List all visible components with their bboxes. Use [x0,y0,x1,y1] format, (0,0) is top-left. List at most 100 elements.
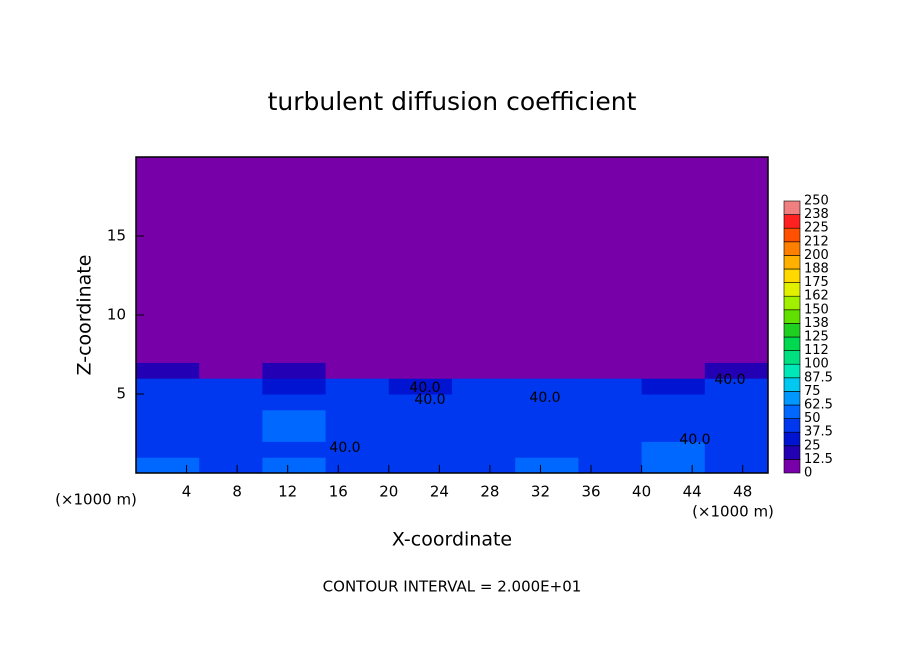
x-tick-label: 28 [480,483,499,501]
y-axis-label: Z-coordinate [74,255,96,376]
colorbar-band [783,227,801,243]
x-tick-label: 32 [531,483,550,501]
field-cell [199,394,263,411]
colorbar-label: 0 [804,466,812,481]
colorbar-label: 100 [804,357,829,372]
colorbar-band [783,350,801,365]
colorbar-label: 225 [804,221,829,236]
field-cell [452,425,516,442]
colorbar-label: 125 [804,330,829,345]
field-cell [515,441,579,458]
field-cell [199,157,263,363]
field-cell [136,457,200,474]
chart-title: turbulent diffusion coefficient [268,87,637,116]
field-cell [704,441,769,458]
field-cell [262,441,327,458]
colorbar-band [783,459,801,474]
colorbar-band [783,363,801,379]
field-cell [641,394,706,411]
field-cell [136,362,200,379]
field-cell [452,362,516,379]
x-tick-label: 4 [182,483,192,501]
colorbar-label: 25 [804,438,821,453]
field-cell [388,425,453,442]
field-cell [515,157,579,363]
field-cell [704,409,769,427]
field-cell [325,457,390,474]
field-cell [388,457,453,474]
contour-label: 40.0 [679,432,710,448]
field-cell [641,441,706,458]
contour-label: 40.0 [329,440,360,456]
field-cell [136,157,200,363]
colorbar-label: 37.5 [804,425,833,440]
x-tick-label: 8 [232,483,242,501]
field-cell [199,409,263,427]
field-cell [515,425,579,442]
field-cell [325,394,390,411]
field-cell [704,362,769,379]
field-cell [388,394,453,411]
colorbar-band [783,323,801,338]
colorbar-band [783,309,801,324]
field-cell [325,441,390,458]
x-tick-label: 16 [329,483,348,501]
colorbar-label: 212 [804,234,829,249]
colorbar-label: 162 [804,289,829,304]
colorbar-label: 250 [804,194,829,209]
field-cell [388,157,453,363]
field-cell [515,409,579,427]
colorbar-label: 75 [804,384,821,399]
field-cell [704,425,769,442]
field-cell [704,378,769,395]
field-cell [262,157,327,363]
colorbar-band [783,391,801,406]
field-cell [704,394,769,411]
field-cell [515,378,579,395]
field-cell [136,394,200,411]
colorbar-band [783,377,801,392]
field-cell [136,409,200,427]
colorbar-label: 62.5 [804,398,833,413]
field-cell [515,394,579,411]
y-tick-label: 15 [107,227,126,245]
colorbar-band [783,295,801,311]
field-cell [452,457,516,474]
colorbar-label: 138 [804,316,829,331]
colorbar-label: 87.5 [804,370,833,385]
colorbar-band [783,445,801,460]
colorbar-label: 188 [804,262,829,277]
field-cell [641,457,706,474]
colorbar-label: 150 [804,302,829,317]
field-cell [262,362,327,379]
x-tick-label: 44 [683,483,702,501]
colorbar-label: 238 [804,207,829,222]
field-cell [452,378,516,395]
colorbar-label: 12.5 [804,452,833,467]
field-cell [515,457,579,474]
colorbar-band [783,200,801,215]
field-cell [641,425,706,442]
field-cell [578,425,643,442]
colorbar-band [783,404,801,419]
field-cell [136,425,200,442]
x-unit-label: (×1000 m) [692,503,774,521]
x-tick-label: 36 [581,483,600,501]
field-cell [199,441,263,458]
field-cell [388,441,453,458]
x-tick-label: 48 [733,483,752,501]
footer-note: CONTOUR INTERVAL = 2.000E+01 [323,578,582,596]
x-tick-label: 20 [379,483,398,501]
field-cell [515,362,579,379]
field-cell [262,425,327,442]
x-axis-label: X-coordinate [392,529,512,551]
field-cell [199,378,263,395]
colorbar-label: 112 [804,343,829,358]
field-cell [641,378,706,395]
field-cell [641,409,706,427]
field-cell [641,157,706,363]
field-cell [325,362,390,379]
contour-label: 40.0 [409,380,440,396]
colorbar-band [783,418,801,433]
field-cell [262,394,327,411]
